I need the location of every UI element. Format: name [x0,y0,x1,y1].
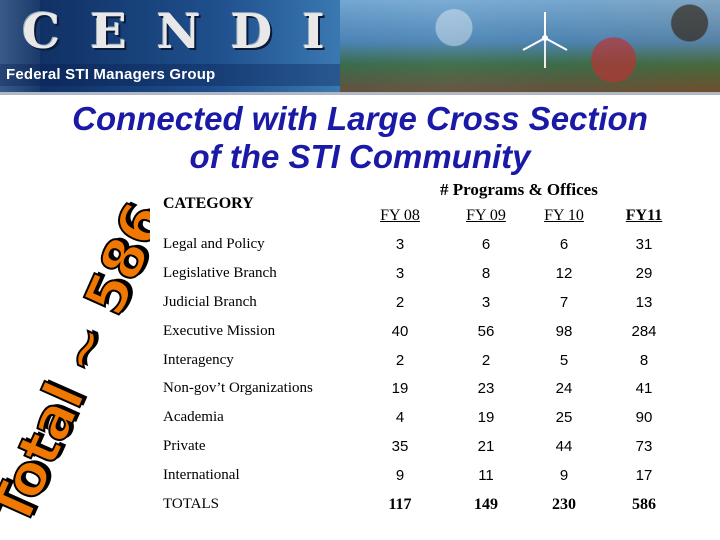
row-value-fy08: 3 [395,236,405,253]
table-row: Executive Mission 40 56 98 284 [0,323,720,347]
row-value-fy10: 230 [552,496,576,513]
row-value-fy10: 9 [559,467,569,484]
year-header-fy10: FY 10 [544,207,584,224]
row-value-fy11: 586 [632,496,656,513]
row-value-fy08: 3 [395,265,405,282]
row-value-fy11: 29 [635,265,653,282]
row-value-fy10: 44 [555,438,573,455]
logo-letter: N [156,4,203,60]
row-category-label: International [163,467,240,483]
table-row: Interagency 2 2 5 8 [0,352,720,376]
row-value-fy09: 56 [477,323,495,340]
row-value-fy10: 12 [555,265,573,282]
row-category-label: Legal and Policy [163,236,265,252]
row-value-fy11: 31 [635,236,653,253]
row-value-fy10: 6 [559,236,569,253]
row-value-fy09: 21 [477,438,495,455]
title-line-2: of the STI Community [189,138,531,175]
row-value-fy10: 7 [559,294,569,311]
row-value-fy09: 6 [481,236,491,253]
year-header-fy09: FY 09 [466,207,506,224]
table-row: Academia 4 19 25 90 [0,409,720,433]
banner-subtitle: Federal STI Managers Group [6,66,216,83]
row-value-fy09: 149 [474,496,498,513]
table-row: Judicial Branch 2 3 7 13 [0,294,720,318]
windmill-icon [522,12,568,68]
year-header-fy08: FY 08 [380,207,420,224]
row-value-fy08: 9 [395,467,405,484]
banner-divider [0,92,720,95]
slide-title: Connected with Large Cross Section of th… [0,100,720,176]
row-category-label: Non-gov’t Organizations [163,380,313,396]
row-category-label: Academia [163,409,224,425]
cendi-logo: C E N D I [22,6,327,58]
totals-row: TOTALS 117 149 230 586 [0,496,720,520]
row-value-fy11: 90 [635,409,653,426]
header-banner: C E N D I Federal STI Managers Group [0,0,720,92]
row-value-fy09: 8 [481,265,491,282]
row-value-fy10: 24 [555,380,573,397]
banner-left-graphic [0,0,40,92]
row-value-fy08: 2 [395,294,405,311]
title-line-1: Connected with Large Cross Section [72,100,648,137]
row-value-fy08: 35 [391,438,409,455]
table-row: Non-gov’t Organizations 19 23 24 41 [0,380,720,404]
row-value-fy08: 19 [391,380,409,397]
logo-letter: E [90,4,129,60]
row-value-fy08: 4 [395,409,405,426]
row-value-fy11: 17 [635,467,653,484]
row-value-fy11: 73 [635,438,653,455]
table-row: International 9 11 9 17 [0,467,720,491]
row-value-fy11: 13 [635,294,653,311]
row-category-label: Interagency [163,352,234,368]
row-value-fy11: 284 [631,323,657,340]
table-row: Legislative Branch 3 8 12 29 [0,265,720,289]
row-value-fy10: 5 [559,352,569,369]
year-header-fy11: FY11 [625,207,663,224]
logo-letter: D [230,4,275,60]
row-value-fy08: 117 [388,496,412,513]
row-value-fy08: 2 [395,352,405,369]
row-category-label: Judicial Branch [163,294,257,310]
programs-offices-header: # Programs & Offices [440,180,598,199]
subtitle-bar [0,64,340,86]
row-value-fy10: 25 [555,409,573,426]
row-value-fy09: 3 [481,294,491,311]
row-category-label: Executive Mission [163,323,276,339]
table-row: Private 35 21 44 73 [0,438,720,462]
row-value-fy09: 2 [481,352,491,369]
row-value-fy10: 98 [555,323,573,340]
row-value-fy11: 8 [639,352,649,369]
table-row: Legal and Policy 3 6 6 31 [0,236,720,260]
logo-letter: C [22,4,63,60]
row-category-label: TOTALS [163,496,220,512]
row-category-label: Private [163,438,206,454]
row-value-fy09: 11 [478,467,494,484]
row-value-fy09: 23 [477,380,495,397]
row-category-label: Legislative Branch [163,265,277,281]
category-header: CATEGORY [163,195,254,212]
row-value-fy11: 41 [635,380,653,397]
row-value-fy08: 40 [391,323,409,340]
logo-letter: I [302,4,327,60]
row-value-fy09: 19 [477,409,495,426]
